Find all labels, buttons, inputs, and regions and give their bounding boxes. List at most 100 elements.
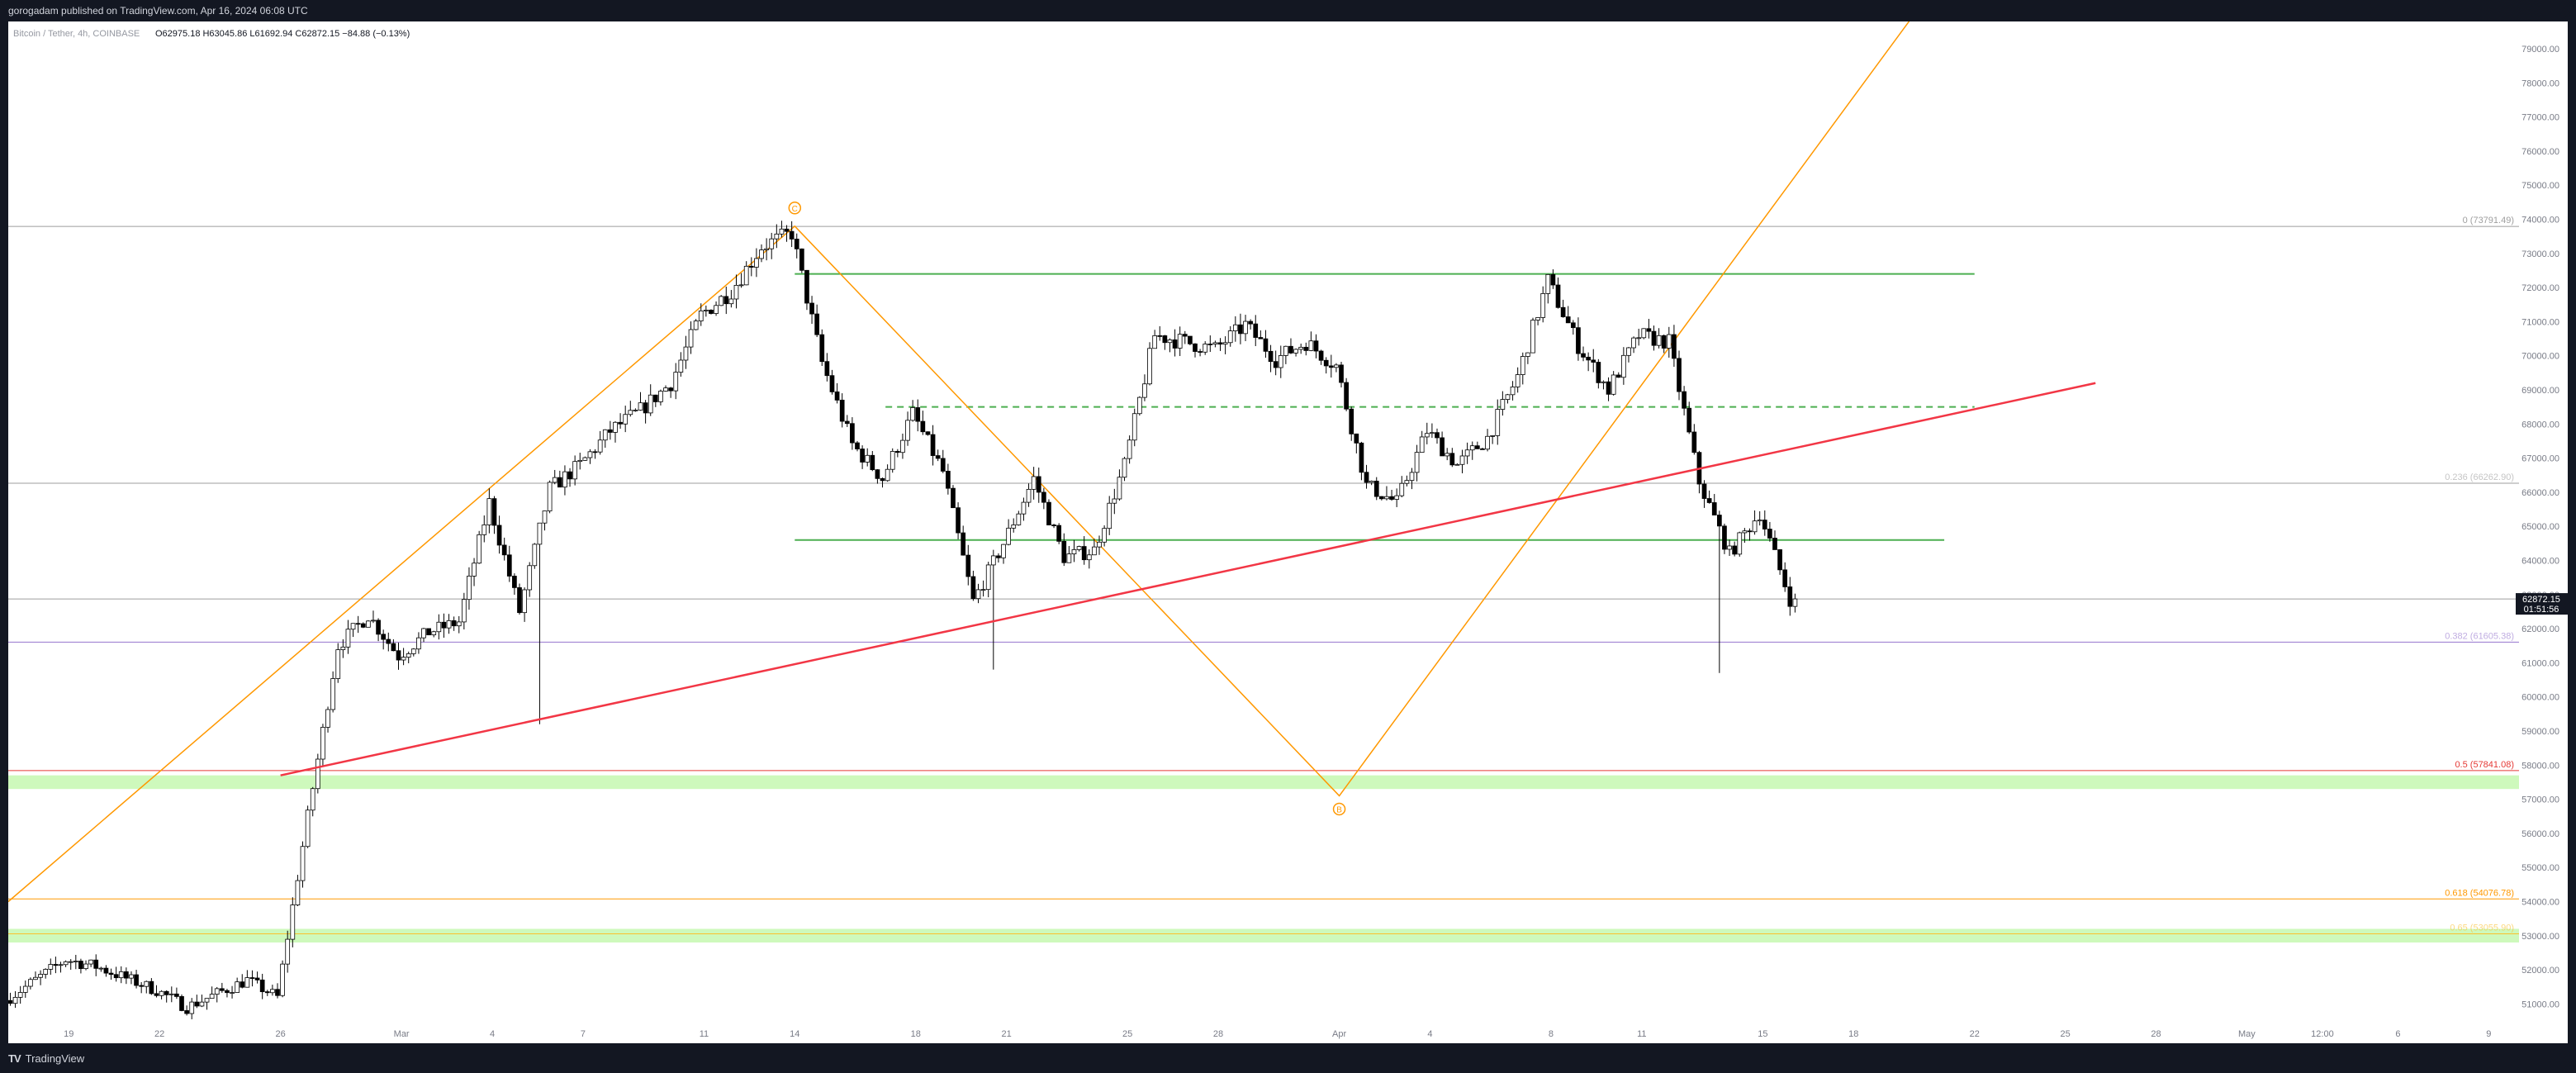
tradingview-logo[interactable]: TV TradingView: [8, 1052, 84, 1065]
candle-body: [134, 974, 139, 986]
candle-body: [1379, 496, 1384, 500]
candle-body: [552, 477, 557, 483]
candle-body: [280, 963, 285, 996]
candles: [8, 221, 1798, 1019]
candle-body: [1011, 525, 1017, 529]
candle-body: [1485, 435, 1490, 450]
left-frame: [0, 21, 8, 1043]
candle-body: [225, 990, 230, 994]
candle-body: [1787, 586, 1793, 607]
time-tick-label: 12:00: [2311, 1029, 2334, 1039]
fib-level-label: 0 (73791.49): [2463, 216, 2514, 226]
candle-body: [1071, 549, 1077, 555]
abc-wave-path: [8, 21, 1910, 903]
candle-body: [1097, 541, 1102, 548]
chart-area[interactable]: 0 (73791.49) 0.236 (66262.90) 0.382 (61605…: [8, 21, 2568, 1043]
price-tick-label: 64000.00: [2521, 556, 2559, 566]
price-tick-label: 65000.00: [2521, 522, 2559, 532]
time-tick-label: 7: [581, 1029, 586, 1039]
candle-body: [1646, 328, 1652, 332]
candle-body: [254, 977, 260, 980]
candle-body: [376, 620, 381, 635]
candle-body: [875, 469, 880, 479]
candle-body: [1152, 335, 1158, 349]
candle-body: [1344, 382, 1349, 410]
candle-body: [794, 239, 799, 249]
fibonacci-levels: 0 (73791.49) 0.236 (66262.90) 0.382 (61605…: [8, 216, 2519, 934]
candle-body: [1722, 525, 1727, 550]
candle-body: [1253, 323, 1259, 338]
candle-body: [33, 976, 38, 980]
candle-body: [1430, 432, 1435, 434]
candle-body: [855, 442, 860, 449]
candle-body: [73, 961, 78, 962]
candle-body: [597, 439, 603, 453]
candle-body: [1051, 525, 1056, 526]
candle-body: [1334, 364, 1339, 368]
candle-body: [1711, 502, 1717, 515]
candle-body: [1782, 569, 1788, 587]
last-price-value: 62872.15: [2522, 595, 2560, 605]
time-tick-label: Mar: [394, 1029, 410, 1039]
candle-body: [693, 320, 699, 330]
candle-body: [900, 439, 905, 453]
candle-body: [345, 629, 351, 648]
candle-body: [1021, 501, 1027, 515]
candle-body: [1198, 351, 1203, 353]
time-tick-label: 21: [1002, 1029, 1012, 1039]
fib-level-label: 0.382 (61605.38): [2445, 631, 2514, 641]
price-chart[interactable]: 0 (73791.49) 0.236 (66262.90) 0.382 (61605…: [8, 21, 2568, 1043]
price-tick-label: 53000.00: [2521, 932, 2559, 942]
candle-body: [925, 431, 931, 435]
candle-body: [683, 346, 689, 361]
time-tick-label: 4: [490, 1029, 495, 1039]
candle-body: [633, 410, 638, 411]
price-tick-label: 69000.00: [2521, 386, 2559, 396]
candle-body: [1031, 476, 1037, 490]
candle-body: [623, 414, 629, 425]
candle-body: [1308, 340, 1314, 351]
candle-body: [1248, 320, 1253, 325]
support-zone: [8, 775, 2519, 790]
candle-body: [340, 646, 346, 650]
time-tick-label: 28: [2151, 1029, 2161, 1039]
candle-body: [436, 621, 442, 633]
candle-body: [506, 554, 512, 577]
candle-body: [880, 477, 885, 482]
candle-body: [244, 977, 250, 988]
time-tick-label: 15: [1758, 1029, 1767, 1039]
candle-body: [1440, 437, 1445, 457]
candle-body: [1232, 324, 1238, 331]
candle-body: [113, 974, 119, 979]
candle-body: [547, 482, 553, 511]
candle-body: [275, 989, 280, 996]
candle-body: [860, 449, 865, 463]
time-tick-label: 22: [1970, 1029, 1980, 1039]
price-tick-label: 70000.00: [2521, 352, 2559, 362]
candle-body: [461, 599, 467, 623]
price-tick-label: 78000.00: [2521, 78, 2559, 88]
candle-body: [149, 980, 154, 995]
candle-body: [1792, 598, 1798, 607]
candle-body: [1636, 337, 1642, 339]
candle-body: [1520, 356, 1525, 375]
candle-body: [1182, 334, 1188, 337]
candle-body: [1565, 316, 1571, 324]
price-tick-label: 72000.00: [2521, 283, 2559, 293]
candle-body: [1454, 463, 1460, 466]
candle-body: [53, 964, 59, 966]
candle-body: [1131, 413, 1137, 441]
candle-body: [118, 971, 124, 979]
price-tick-label: 51000.00: [2521, 999, 2559, 1009]
candle-body: [1555, 284, 1561, 308]
candle-body: [159, 990, 164, 996]
candle-body: [38, 974, 43, 978]
candle-body: [834, 391, 840, 401]
candle-body: [1227, 330, 1233, 344]
candle-body: [728, 298, 734, 305]
candle-body: [970, 576, 976, 600]
candle-body: [1046, 501, 1051, 525]
candle-countdown: 01:51:56: [2524, 605, 2559, 615]
candle-body: [542, 510, 548, 524]
time-tick-label: 18: [911, 1029, 921, 1039]
